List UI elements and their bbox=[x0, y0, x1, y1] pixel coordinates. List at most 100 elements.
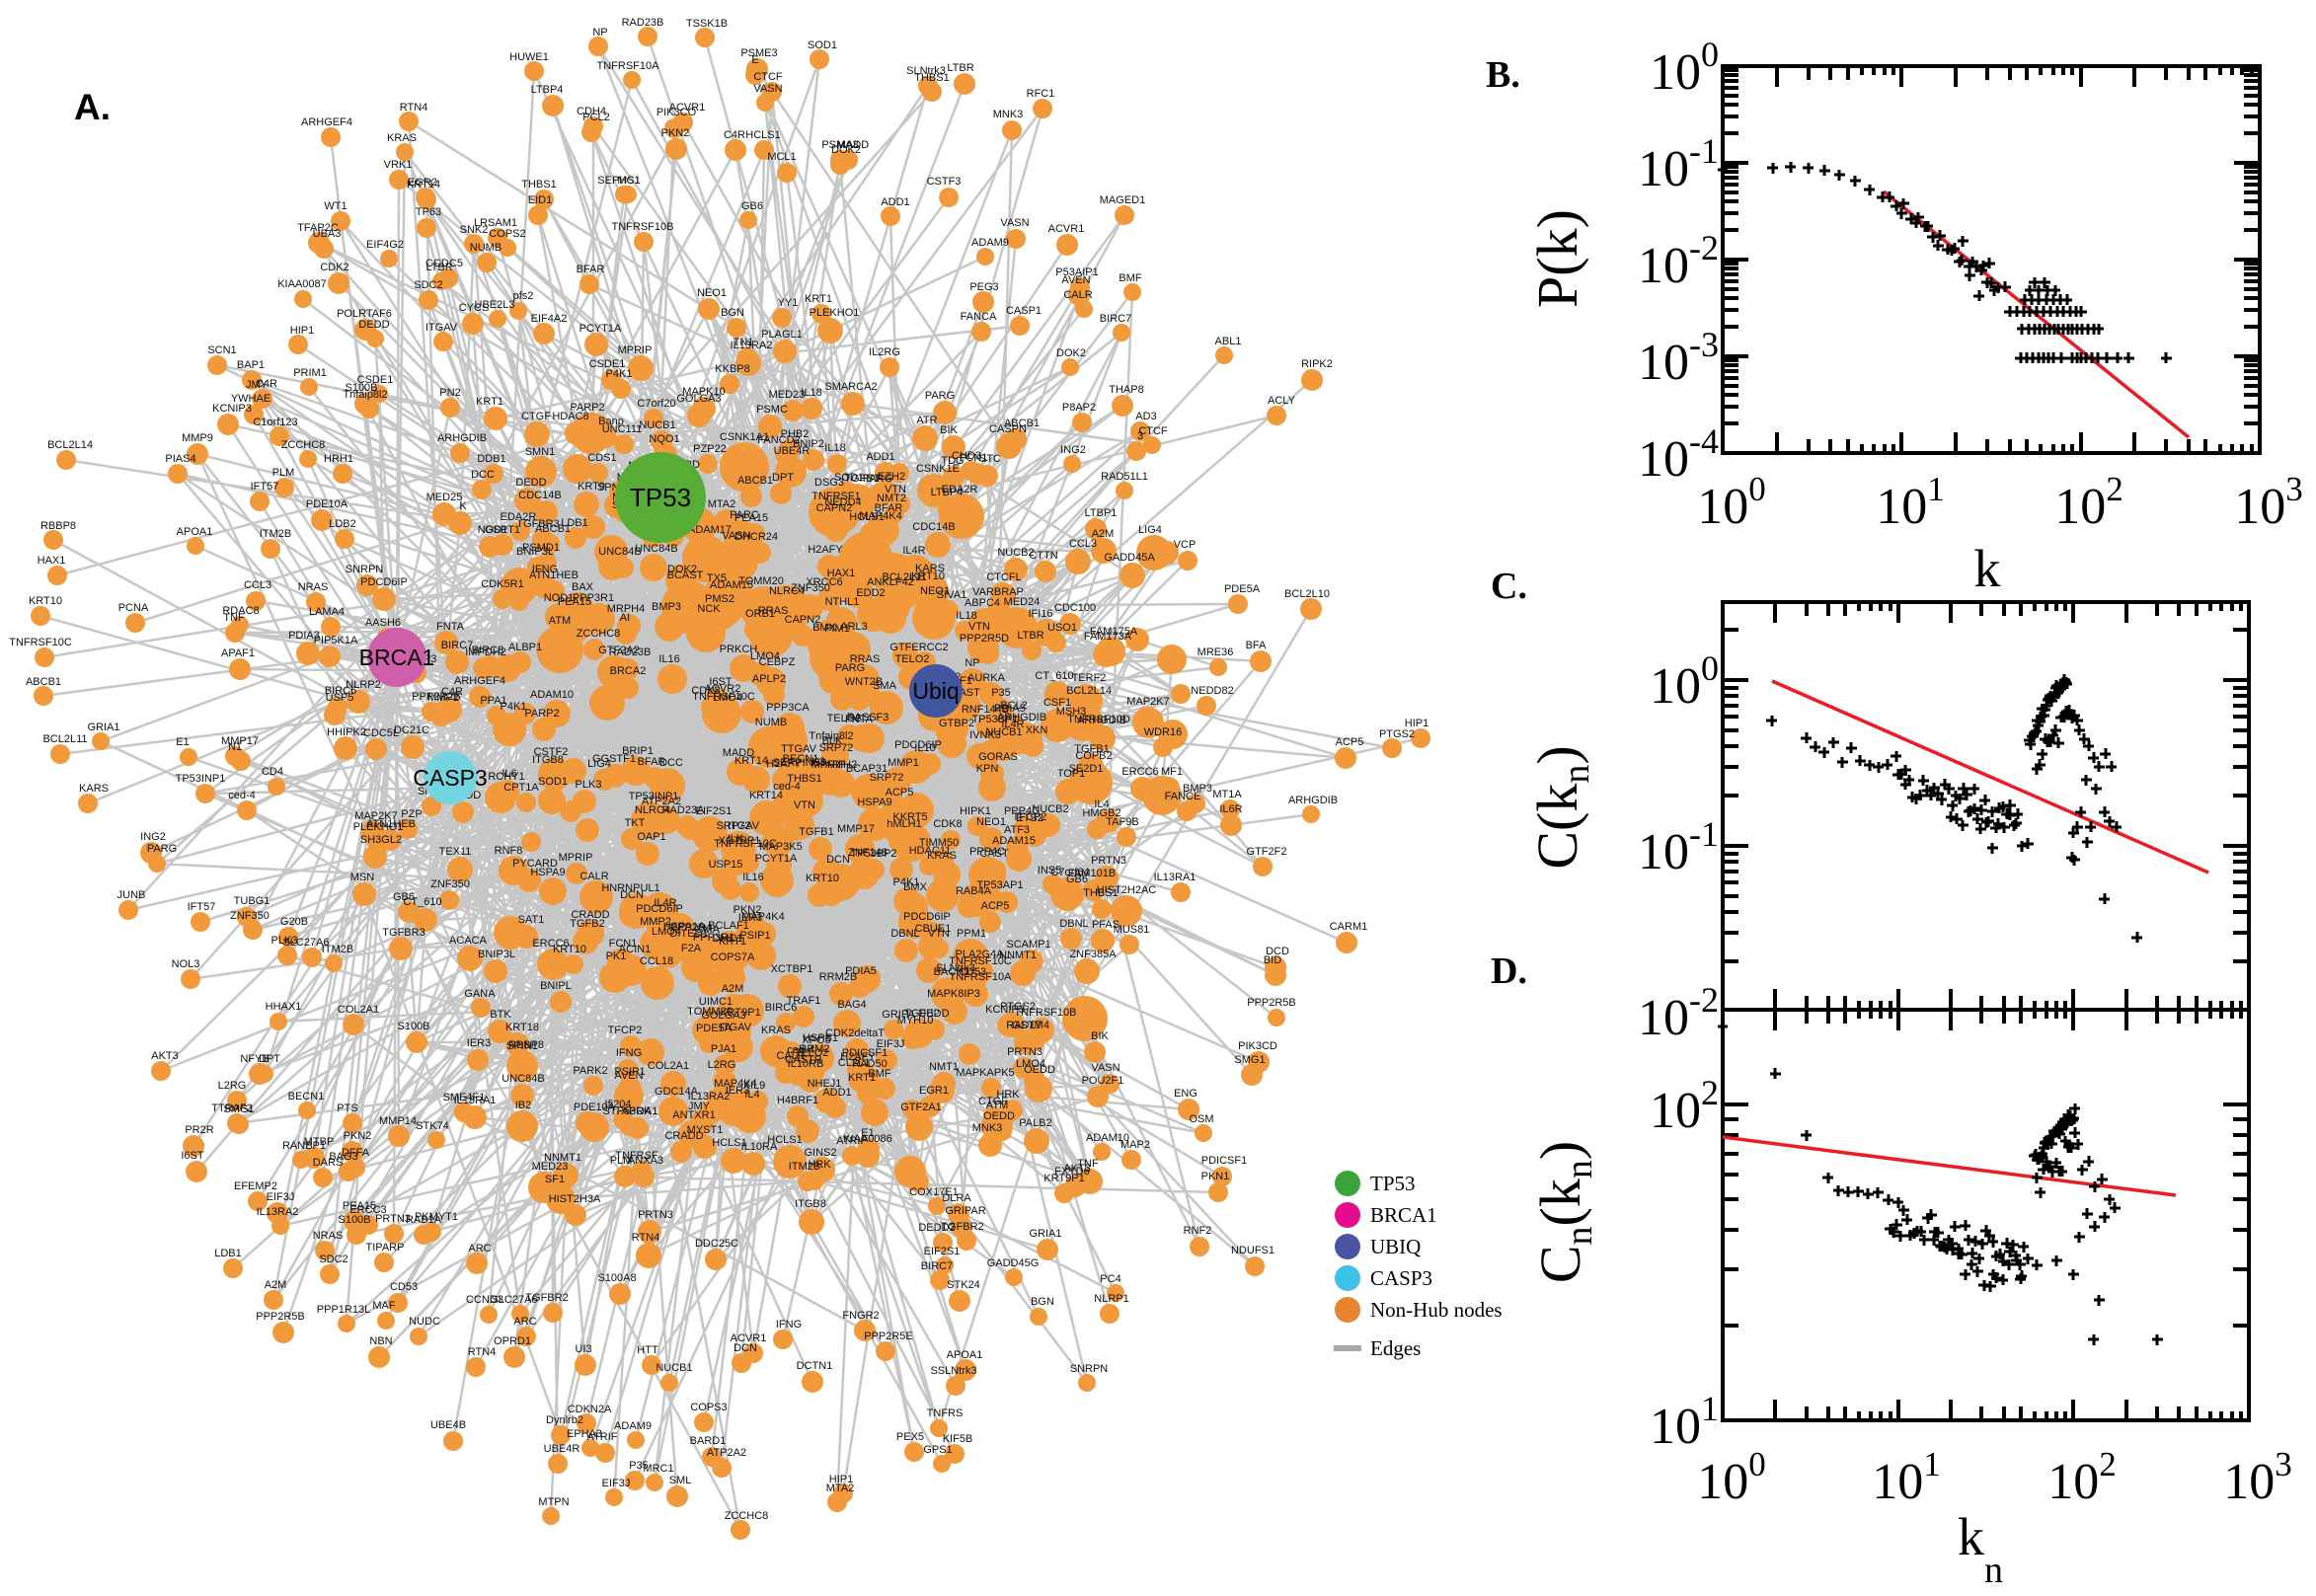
svg-text:ARC: ARC bbox=[468, 1243, 491, 1254]
svg-text:ACVR2: ACVR2 bbox=[705, 683, 741, 695]
svg-text:CDK2: CDK2 bbox=[320, 262, 348, 273]
svg-text:KIF5B: KIF5B bbox=[943, 1433, 973, 1445]
svg-text:CDH4: CDH4 bbox=[577, 106, 606, 117]
svg-text:LTBR: LTBR bbox=[1017, 630, 1043, 642]
svg-text:BNIP3L: BNIP3L bbox=[478, 949, 515, 960]
svg-text:PSIP1: PSIP1 bbox=[739, 930, 770, 942]
svg-text:GTF2F2: GTF2F2 bbox=[1247, 846, 1287, 858]
svg-text:SH3GL2: SH3GL2 bbox=[360, 834, 402, 846]
svg-text:PDIA5: PDIA5 bbox=[994, 703, 1026, 715]
svg-text:UBE4R: UBE4R bbox=[774, 445, 811, 457]
svg-text:MAP4K4: MAP4K4 bbox=[714, 1078, 756, 1090]
svg-text:PMS2: PMS2 bbox=[705, 593, 734, 605]
svg-text:A2M: A2M bbox=[722, 983, 744, 995]
svg-text:EIF3J: EIF3J bbox=[267, 1191, 295, 1203]
svg-text:GTBP2: GTBP2 bbox=[939, 718, 974, 729]
svg-text:EIF2S1: EIF2S1 bbox=[696, 805, 733, 817]
svg-text:DITED1: DITED1 bbox=[669, 928, 708, 940]
svg-text:IL13RA2: IL13RA2 bbox=[731, 340, 773, 351]
svg-text:PEA15: PEA15 bbox=[558, 596, 591, 608]
svg-text:TRAF1: TRAF1 bbox=[787, 995, 821, 1007]
svg-text:CTCF: CTCF bbox=[1138, 425, 1168, 437]
svg-text:KCNIP3: KCNIP3 bbox=[985, 1004, 1025, 1016]
svg-text:RCHY1: RCHY1 bbox=[488, 771, 524, 783]
svg-text:Tnfaip8l2: Tnfaip8l2 bbox=[343, 389, 387, 401]
svg-text:TTRAF2: TTRAF2 bbox=[211, 1102, 253, 1114]
svg-text:RANBP1: RANBP1 bbox=[282, 1140, 326, 1152]
svg-text:IVNK3: IVNK3 bbox=[969, 729, 1001, 741]
svg-text:LMO4: LMO4 bbox=[750, 650, 780, 662]
svg-text:NOL3: NOL3 bbox=[172, 958, 200, 970]
svg-text:CALR: CALR bbox=[1063, 289, 1092, 301]
svg-text:ZCCHC8: ZCCHC8 bbox=[577, 628, 621, 640]
svg-text:ZNF350: ZNF350 bbox=[230, 910, 270, 922]
svg-text:HSPA1A: HSPA1A bbox=[663, 921, 706, 933]
svg-text:NEO1: NEO1 bbox=[976, 816, 1006, 828]
svg-text:ACP5: ACP5 bbox=[886, 787, 914, 798]
svg-text:k: k bbox=[1974, 539, 2001, 598]
svg-text:CEBPZ: CEBPZ bbox=[759, 656, 796, 668]
svg-text:SRP72: SRP72 bbox=[717, 820, 751, 832]
svg-text:G20B: G20B bbox=[280, 916, 308, 928]
svg-text:PFAS: PFAS bbox=[1092, 919, 1119, 931]
svg-text:EIF3J: EIF3J bbox=[877, 1038, 905, 1050]
svg-text:TGFB1: TGFB1 bbox=[1074, 743, 1109, 755]
svg-text:PPP2R5B: PPP2R5B bbox=[1247, 997, 1296, 1009]
svg-text:LMO4: LMO4 bbox=[713, 692, 742, 704]
svg-text:CDK8: CDK8 bbox=[691, 685, 720, 697]
svg-text:C7orf20: C7orf20 bbox=[637, 398, 675, 410]
svg-text:ERCC6: ERCC6 bbox=[532, 938, 569, 950]
svg-text:POLRTAF6: POLRTAF6 bbox=[337, 308, 392, 320]
svg-text:KRT14: KRT14 bbox=[749, 790, 783, 801]
svg-text:KRT10: KRT10 bbox=[806, 873, 839, 884]
svg-text:GORAS: GORAS bbox=[978, 751, 1018, 763]
svg-text:RRM2: RRM2 bbox=[799, 1043, 829, 1055]
svg-text:TFAP2C: TFAP2C bbox=[297, 222, 339, 234]
svg-text:PARC: PARC bbox=[730, 509, 759, 521]
svg-text:PARG: PARG bbox=[863, 473, 892, 485]
svg-text:ITM2B: ITM2B bbox=[260, 528, 291, 540]
svg-text:HSPB1: HSPB1 bbox=[803, 1032, 838, 1044]
svg-text:NEO1: NEO1 bbox=[697, 287, 727, 299]
svg-text:APOA1: APOA1 bbox=[622, 1105, 658, 1117]
svg-text:BRCA1: BRCA1 bbox=[1370, 1203, 1437, 1227]
svg-text:BLK: BLK bbox=[822, 735, 843, 747]
svg-text:HTT: HTT bbox=[637, 1344, 658, 1356]
svg-text:NMT1: NMT1 bbox=[929, 1061, 959, 1073]
svg-text:RAD23B: RAD23B bbox=[622, 17, 664, 29]
svg-text:COPS3: COPS3 bbox=[690, 1402, 727, 1413]
svg-text:ANKLF42: ANKLF42 bbox=[867, 576, 914, 588]
svg-text:CT_610: CT_610 bbox=[1035, 670, 1073, 682]
svg-text:S100B: S100B bbox=[397, 1021, 429, 1032]
svg-text:GB6: GB6 bbox=[1066, 874, 1088, 885]
svg-text:BCL2L14: BCL2L14 bbox=[1066, 685, 1112, 697]
svg-text:SRP72: SRP72 bbox=[819, 742, 854, 754]
svg-text:PDICSF1: PDICSF1 bbox=[842, 1047, 888, 1059]
svg-text:PDE5A: PDE5A bbox=[1224, 583, 1261, 595]
svg-text:DOK2: DOK2 bbox=[831, 144, 861, 156]
svg-text:PRIM1: PRIM1 bbox=[293, 367, 327, 379]
svg-text:ING2: ING2 bbox=[140, 831, 166, 843]
svg-text:YWHAE: YWHAE bbox=[231, 393, 270, 405]
svg-text:MRPH4: MRPH4 bbox=[607, 603, 646, 615]
svg-text:TNFRSF10B: TNFRSF10B bbox=[612, 221, 674, 233]
svg-text:TP53: TP53 bbox=[630, 483, 691, 512]
svg-text:IL18: IL18 bbox=[956, 610, 976, 622]
svg-text:DSG3: DSG3 bbox=[814, 477, 844, 489]
svg-text:NRAS: NRAS bbox=[313, 1230, 344, 1242]
svg-text:DDB1: DDB1 bbox=[477, 453, 505, 465]
svg-text:AKT3: AKT3 bbox=[151, 1050, 179, 1062]
svg-text:THBS1: THBS1 bbox=[914, 72, 949, 84]
svg-text:MMP17: MMP17 bbox=[221, 735, 259, 747]
svg-text:CYCS: CYCS bbox=[459, 302, 490, 314]
svg-text:XIL9: XIL9 bbox=[743, 1080, 766, 1092]
svg-text:TP53: TP53 bbox=[1370, 1172, 1416, 1195]
svg-text:TIMM50: TIMM50 bbox=[919, 837, 959, 849]
svg-text:ZCCHC8: ZCCHC8 bbox=[281, 439, 326, 451]
svg-text:XCTBP1: XCTBP1 bbox=[719, 835, 761, 847]
svg-text:MMP14: MMP14 bbox=[379, 1115, 417, 1127]
svg-text:OEDD: OEDD bbox=[1024, 1064, 1055, 1076]
svg-text:VTN: VTN bbox=[794, 799, 815, 811]
svg-text:EFEMP2: EFEMP2 bbox=[234, 1180, 277, 1192]
svg-text:MUS81: MUS81 bbox=[1114, 924, 1150, 936]
